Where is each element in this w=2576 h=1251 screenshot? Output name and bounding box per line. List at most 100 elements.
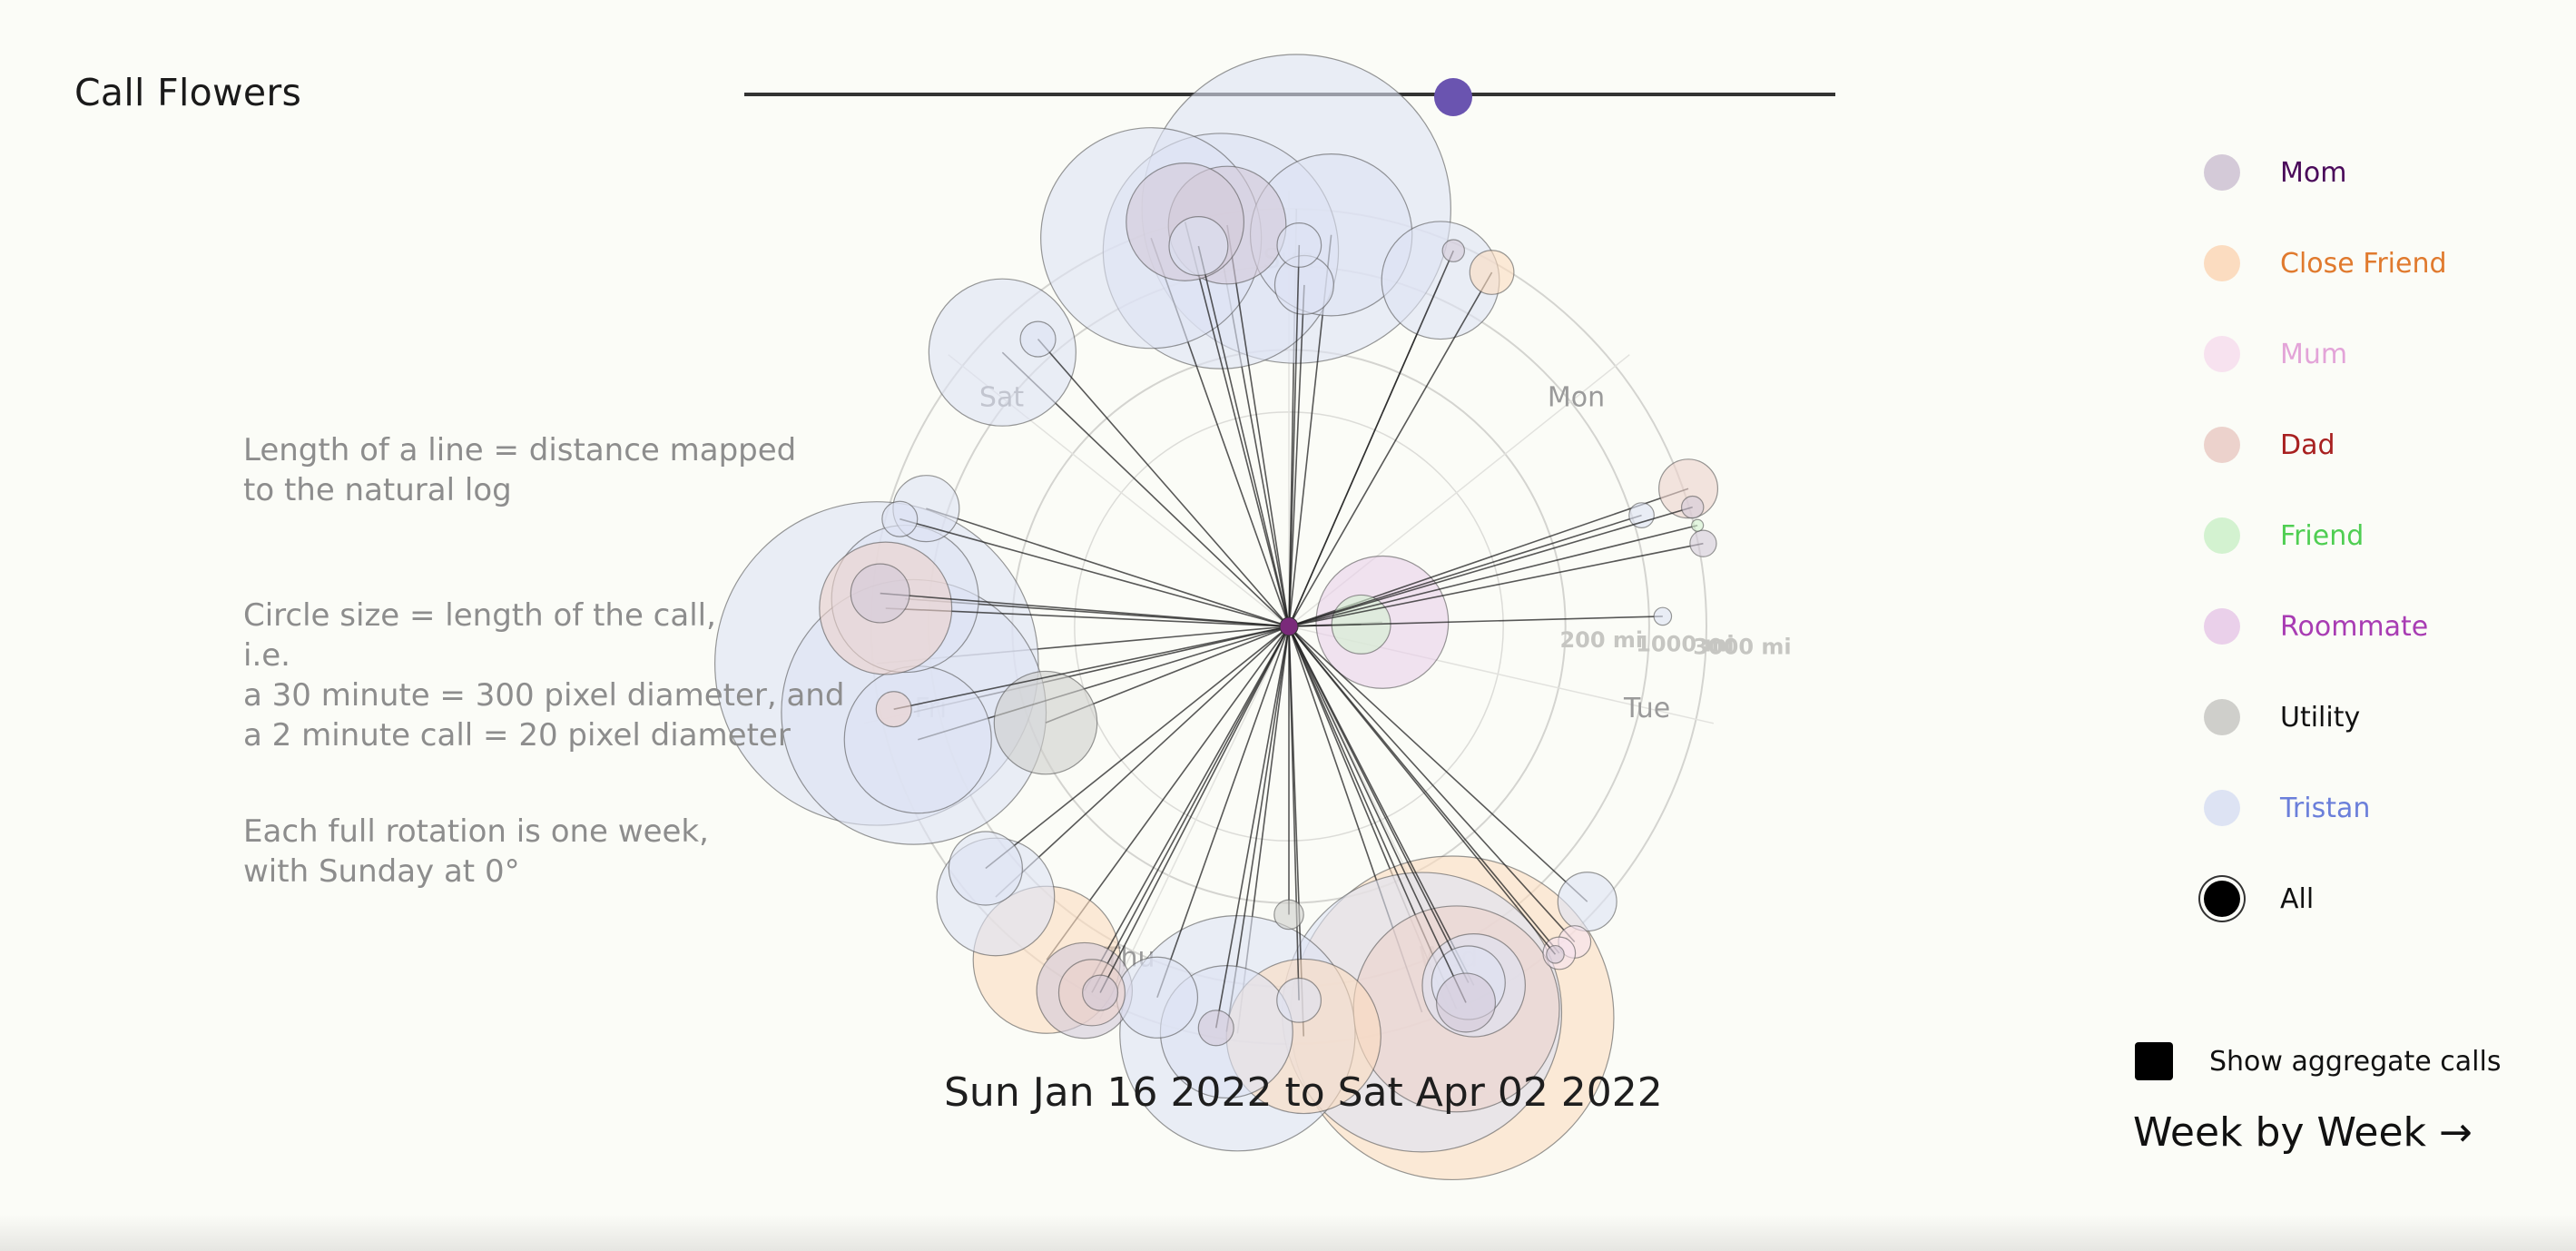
call-line bbox=[1099, 626, 1290, 993]
call-circle bbox=[928, 278, 1077, 427]
note-circle-size-2: i.e. bbox=[243, 637, 290, 674]
legend-item-dad[interactable]: Dad bbox=[2204, 425, 2335, 465]
legend-label-mom: Mom bbox=[2280, 156, 2347, 189]
call-circle bbox=[1019, 320, 1057, 358]
call-line bbox=[1288, 250, 1455, 627]
note-rotation-2: with Sunday at 0° bbox=[243, 853, 520, 890]
date-range-label: Sun Jan 16 2022 to Sat Apr 02 2022 bbox=[944, 1069, 1663, 1116]
call-line bbox=[1226, 224, 1290, 627]
note-rotation-1: Each full rotation is one week, bbox=[243, 813, 709, 850]
call-circle bbox=[881, 500, 919, 537]
call-circle bbox=[850, 563, 910, 624]
call-circle bbox=[1691, 518, 1705, 532]
call-line bbox=[1156, 626, 1290, 999]
call-circle bbox=[948, 831, 1023, 906]
aggregate-label: Show aggregate calls bbox=[2209, 1045, 2502, 1078]
call-line bbox=[1288, 626, 1588, 902]
legend-label-friend: Friend bbox=[2280, 519, 2365, 552]
call-line bbox=[995, 626, 1290, 898]
call-line bbox=[1288, 626, 1467, 1003]
legend-label-dad: Dad bbox=[2280, 428, 2335, 461]
distance-label: 3000 mi bbox=[1693, 635, 1791, 660]
legend-dot-close-friend bbox=[2204, 245, 2240, 281]
call-circle bbox=[875, 691, 912, 728]
call-circle bbox=[843, 665, 992, 814]
call-line bbox=[893, 626, 1290, 710]
call-circle bbox=[1168, 216, 1229, 277]
legend-dot-friend bbox=[2204, 517, 2240, 554]
legend-dot-utility bbox=[2204, 699, 2240, 735]
legend-item-tristan[interactable]: Tristan bbox=[2204, 788, 2370, 828]
note-line-length-2: to the natural log bbox=[243, 472, 512, 508]
call-line bbox=[1184, 222, 1290, 627]
aggregate-toggle[interactable]: Show aggregate calls bbox=[2135, 1042, 2501, 1080]
legend-label-roommate: Roommate bbox=[2280, 610, 2429, 643]
legend-item-close-friend[interactable]: Close Friend bbox=[2204, 243, 2447, 283]
legend-label-mum: Mum bbox=[2280, 338, 2348, 370]
call-circle bbox=[1653, 606, 1673, 626]
legend-item-all[interactable]: All bbox=[2204, 879, 2314, 919]
footer-shadow bbox=[0, 1215, 2576, 1251]
call-circle bbox=[1680, 495, 1705, 519]
note-rotation: Each full rotation is one week, with Sun… bbox=[243, 812, 709, 891]
call-line bbox=[1037, 339, 1290, 627]
legend-item-friend[interactable]: Friend bbox=[2204, 516, 2364, 556]
call-line bbox=[1225, 626, 1290, 1032]
aggregate-checkbox[interactable] bbox=[2135, 1042, 2173, 1080]
note-line-length: Length of a line = distance mapped to th… bbox=[243, 430, 796, 510]
call-line bbox=[1288, 524, 1698, 627]
legend-label-utility: Utility bbox=[2280, 701, 2361, 734]
note-circle-size-1: Circle size = length of the call, bbox=[243, 597, 716, 634]
day-spoke bbox=[1099, 626, 1290, 1020]
legend-dot-dad bbox=[2204, 427, 2240, 463]
call-line bbox=[1288, 626, 1576, 943]
call-line bbox=[900, 517, 1290, 627]
call-line bbox=[1288, 284, 1305, 627]
distance-label: 1000 mi bbox=[1636, 632, 1734, 657]
note-line-length-1: Length of a line = distance mapped bbox=[243, 432, 797, 468]
call-circle bbox=[1469, 250, 1515, 295]
call-line bbox=[1091, 626, 1290, 993]
week-by-week-link[interactable]: Week by Week → bbox=[2133, 1109, 2473, 1156]
legend-item-mom[interactable]: Mom bbox=[2204, 153, 2346, 192]
center-hub bbox=[1279, 616, 1299, 636]
legend-label-all: All bbox=[2280, 882, 2315, 915]
call-circle bbox=[1197, 1010, 1234, 1047]
call-circle bbox=[1628, 502, 1655, 528]
legend-label-close-friend: Close Friend bbox=[2280, 247, 2447, 280]
app-title: Call Flowers bbox=[74, 71, 302, 114]
note-circle-size: Circle size = length of the call, i.e. a… bbox=[243, 596, 844, 755]
call-line bbox=[880, 592, 1290, 627]
call-circle bbox=[1273, 899, 1304, 931]
distance-label: 200 mi bbox=[1559, 627, 1643, 653]
slider-thumb[interactable] bbox=[1434, 78, 1473, 116]
call-line bbox=[1288, 626, 1300, 1000]
legend-item-mum[interactable]: Mum bbox=[2204, 334, 2347, 374]
call-line bbox=[985, 626, 1290, 870]
call-circle bbox=[1689, 529, 1717, 557]
call-line bbox=[1288, 626, 1470, 983]
legend-dot-mum bbox=[2204, 336, 2240, 372]
legend-label-tristan: Tristan bbox=[2280, 792, 2371, 824]
day-label: Mon bbox=[1548, 382, 1605, 414]
call-line bbox=[1288, 271, 1493, 627]
call-circle bbox=[1441, 239, 1466, 262]
legend-dot-all bbox=[2204, 881, 2240, 917]
legend-item-roommate[interactable]: Roommate bbox=[2204, 606, 2428, 646]
legend-item-utility[interactable]: Utility bbox=[2204, 697, 2360, 737]
call-circle bbox=[1557, 872, 1617, 932]
call-line bbox=[1288, 506, 1693, 627]
call-line bbox=[1288, 542, 1704, 627]
day-label: Tue bbox=[1623, 693, 1670, 724]
call-line bbox=[1197, 245, 1290, 627]
note-circle-size-3: a 30 minute = 300 pixel diameter, and bbox=[243, 677, 845, 714]
note-circle-size-4: a 2 minute call = 20 pixel diameter bbox=[243, 717, 791, 754]
call-circle bbox=[1082, 974, 1119, 1011]
call-circle bbox=[1116, 956, 1199, 1039]
legend-dot-tristan bbox=[2204, 790, 2240, 826]
call-line bbox=[885, 607, 1290, 627]
call-circle bbox=[1276, 977, 1322, 1023]
legend-dot-mom bbox=[2204, 154, 2240, 191]
call-line bbox=[1214, 626, 1290, 1029]
